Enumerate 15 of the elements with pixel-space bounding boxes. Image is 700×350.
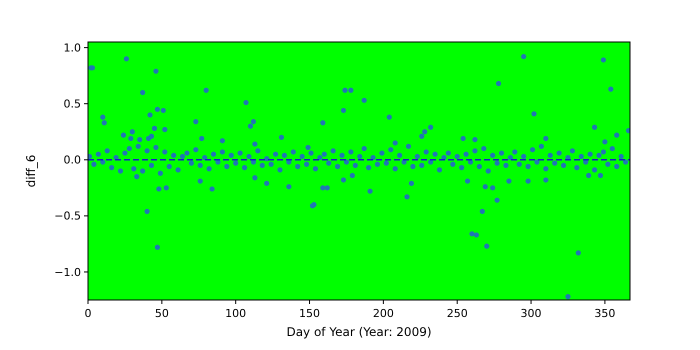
x-tick-label: 100 — [225, 307, 246, 320]
x-axis-title: Day of Year (Year: 2009) — [286, 325, 432, 339]
y-tick-label: −0.5 — [54, 210, 81, 223]
x-tick-label: 200 — [372, 307, 394, 320]
x-tick-label: 250 — [446, 307, 468, 320]
x-tick-label: 50 — [154, 307, 169, 320]
y-axis-title: diff_6 — [24, 154, 38, 188]
x-tick-label: 300 — [520, 307, 542, 320]
y-tick-label: 0.0 — [64, 154, 81, 167]
y-tick-label: 0.5 — [64, 98, 81, 111]
y-tick-label: 1.0 — [64, 41, 81, 54]
y-tick-label: −1.0 — [54, 266, 81, 279]
x-tick-label: 150 — [299, 307, 320, 320]
x-tick-label: 0 — [84, 307, 92, 320]
x-tick-label: 350 — [594, 307, 616, 320]
